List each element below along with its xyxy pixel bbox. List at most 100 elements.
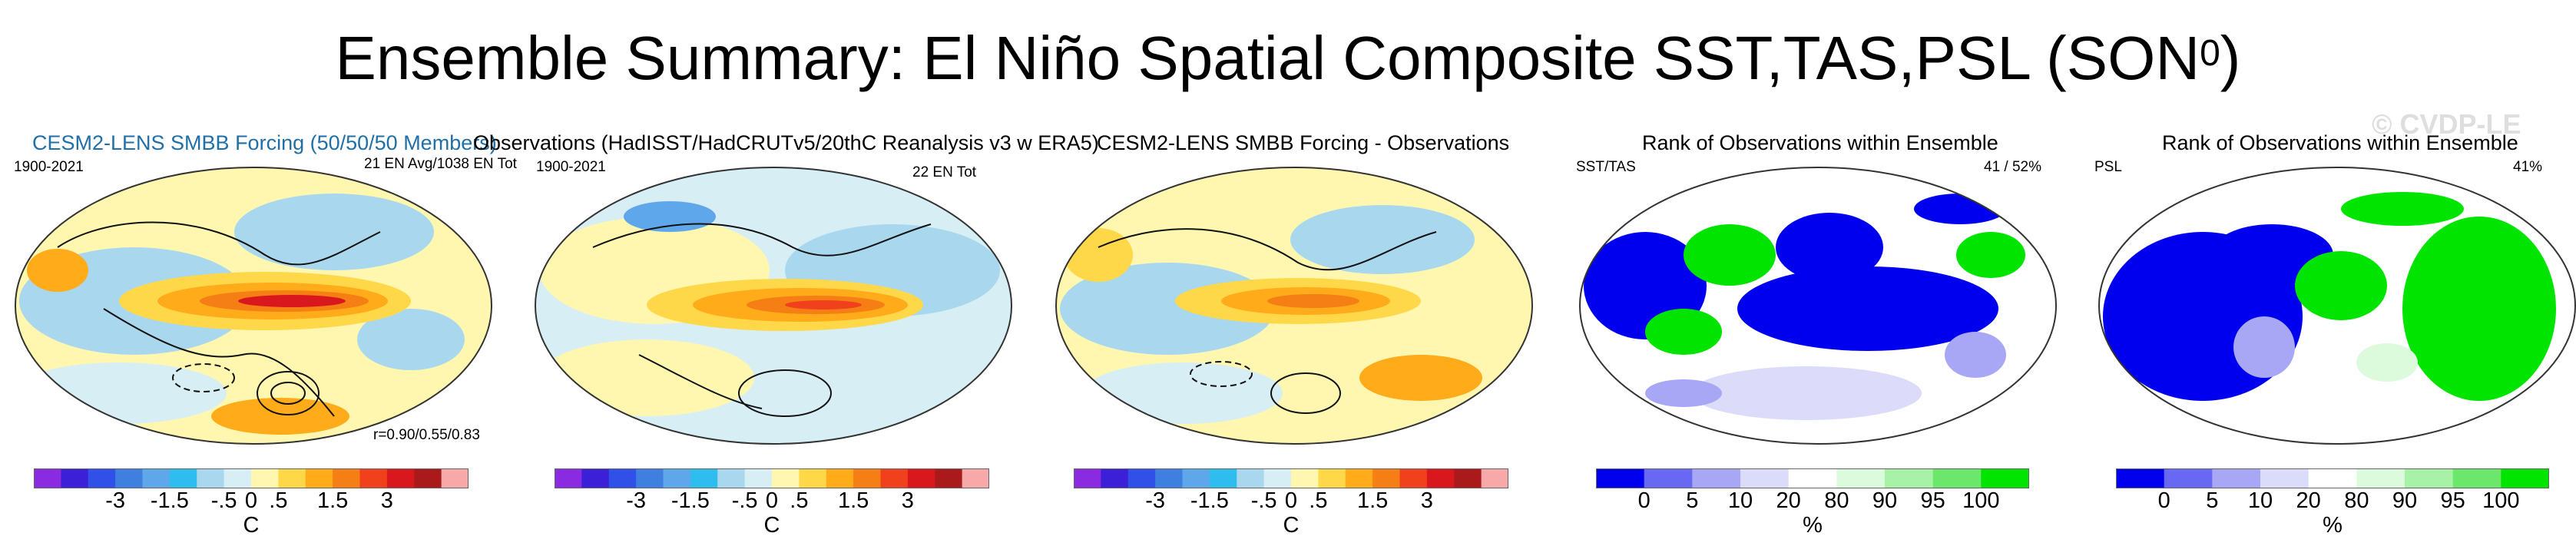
colorbar-swatch bbox=[772, 468, 800, 488]
colorbar-swatch bbox=[333, 468, 361, 488]
colorbar-swatch bbox=[2452, 468, 2502, 488]
colorbar-tick-label: 0 bbox=[244, 488, 258, 513]
colorbar-swatch bbox=[2116, 468, 2165, 488]
panel-4-summary: 41 / 52% bbox=[1984, 159, 2041, 175]
colorbar-swatch bbox=[690, 468, 718, 488]
colorbar-swatch bbox=[88, 468, 116, 488]
map-rank-sst-tas bbox=[1579, 167, 2057, 445]
colorbar-swatch bbox=[359, 468, 388, 488]
colorbar-tick-label: 1.5 bbox=[1356, 488, 1389, 513]
title-text: Ensemble Summary: El Niño Spatial Compos… bbox=[335, 24, 2200, 92]
panel-1-title: CESM2-LENS SMBB Forcing (50/50/50 Member… bbox=[32, 131, 497, 154]
colorbar-swatch bbox=[1454, 468, 1482, 488]
colorbar-tick-label: -1.5 bbox=[150, 488, 189, 513]
colorbar-unit-label: % bbox=[2323, 513, 2343, 538]
panel-5-title: Rank of Observations within Ensemble bbox=[2162, 131, 2518, 154]
colorbar-tick-label: 0 bbox=[1284, 488, 1298, 513]
colorbar-swatch bbox=[414, 468, 442, 488]
colorbar-tick-label: 1.5 bbox=[316, 488, 349, 513]
colorbar-swatch bbox=[1788, 468, 1837, 488]
panel-1-period: 1900-2021 bbox=[14, 159, 84, 175]
colorbar-tick-label: -3 bbox=[105, 488, 126, 513]
colorbar-tick-label: 3 bbox=[380, 488, 393, 513]
colorbar-swatch bbox=[717, 468, 746, 488]
panel-2-events: 22 EN Tot bbox=[912, 164, 977, 180]
colorbar-tick-label: 0 bbox=[1637, 488, 1651, 513]
colorbar-swatch bbox=[1291, 468, 1319, 488]
panel-1-correlation: r=0.90/0.55/0.83 bbox=[373, 427, 480, 443]
colorbar-swatch bbox=[1692, 468, 1741, 488]
colorbar-tick-label: 10 bbox=[1727, 488, 1753, 513]
colorbar-swatch bbox=[853, 468, 882, 488]
colorbar-panel-5 bbox=[2116, 468, 2550, 492]
colorbar-swatch bbox=[278, 468, 306, 488]
panel-3-title: CESM2-LENS SMBB Forcing - Observations bbox=[1097, 131, 1510, 154]
colorbar-tick-label: .5 bbox=[790, 488, 809, 513]
colorbar-swatch bbox=[386, 468, 415, 488]
colorbar-tick-label: -1.5 bbox=[670, 488, 710, 513]
colorbar-swatch bbox=[581, 468, 610, 488]
map-rank-psl bbox=[2098, 167, 2576, 445]
colorbar-swatch bbox=[1155, 468, 1184, 488]
colorbar-swatch bbox=[799, 468, 827, 488]
colorbar-swatch bbox=[744, 468, 773, 488]
colorbar-tick-label: 100 bbox=[1962, 488, 2000, 513]
colorbar-tick-label: 90 bbox=[1872, 488, 1898, 513]
colorbar-swatch bbox=[2501, 468, 2550, 488]
colorbar-tick-label: -.5 bbox=[210, 488, 237, 513]
panel-2-period: 1900-2021 bbox=[536, 159, 606, 175]
colorbar-swatch bbox=[2260, 468, 2309, 488]
colorbar-swatch bbox=[2308, 468, 2357, 488]
colorbar-panel-2 bbox=[555, 468, 990, 492]
colorbar-tick-label: 3 bbox=[1420, 488, 1433, 513]
colorbar-swatch bbox=[1237, 468, 1265, 488]
colorbar-unit-label: C bbox=[243, 513, 260, 538]
colorbar-panel-4 bbox=[1596, 468, 2030, 492]
colorbar-swatch bbox=[142, 468, 171, 488]
panel-5-variable: PSL bbox=[2094, 159, 2122, 175]
colorbar-tick-label: -3 bbox=[626, 488, 647, 513]
colorbar-swatch bbox=[636, 468, 664, 488]
colorbar-tick-label: 80 bbox=[1824, 488, 1849, 513]
colorbar-swatch bbox=[1182, 468, 1210, 488]
colorbar-tick-label: 5 bbox=[2206, 488, 2219, 513]
title-superscript: 0 bbox=[2200, 33, 2220, 74]
colorbar-tick-label: 10 bbox=[2247, 488, 2273, 513]
map-model-minus-observations bbox=[1055, 167, 1533, 445]
colorbar-swatch bbox=[935, 468, 963, 488]
colorbar-unit-label: C bbox=[763, 513, 780, 538]
colorbar-swatch bbox=[1074, 468, 1101, 488]
colorbar-tick-label: -1.5 bbox=[1190, 488, 1229, 513]
colorbar-swatch bbox=[663, 468, 691, 488]
page-title: Ensemble Summary: El Niño Spatial Compos… bbox=[0, 22, 2576, 95]
colorbar-swatch bbox=[2212, 468, 2261, 488]
colorbar-swatch bbox=[962, 468, 990, 488]
colorbar-swatch bbox=[1481, 468, 1509, 488]
colorbar-swatch bbox=[1885, 468, 1934, 488]
colorbar-swatch bbox=[1836, 468, 1886, 488]
colorbar-swatch bbox=[2405, 468, 2454, 488]
watermark: © CVDP-LE bbox=[2372, 108, 2521, 140]
colorbar-panel-3 bbox=[1074, 468, 1509, 492]
colorbar-swatch bbox=[305, 468, 333, 488]
colorbar-panel-5-swatches bbox=[2116, 468, 2550, 488]
colorbar-swatch bbox=[1932, 468, 1982, 488]
map-model-composite bbox=[15, 167, 492, 445]
colorbar-tick-label: 1.5 bbox=[837, 488, 869, 513]
colorbar-panel-4-swatches bbox=[1596, 468, 2030, 488]
colorbar-unit-label: % bbox=[1803, 513, 1823, 538]
colorbar-unit-label: C bbox=[1283, 513, 1300, 538]
colorbar-swatch bbox=[907, 468, 935, 488]
colorbar-swatch bbox=[34, 468, 61, 488]
colorbar-swatch bbox=[1372, 468, 1401, 488]
colorbar-swatch bbox=[1644, 468, 1693, 488]
colorbar-tick-label: 0 bbox=[2157, 488, 2170, 513]
panel-4-variable: SST/TAS bbox=[1576, 159, 1636, 175]
colorbar-tick-label: 20 bbox=[1776, 488, 1801, 513]
colorbar-panel-1-swatches bbox=[34, 468, 469, 488]
colorbar-swatch bbox=[1318, 468, 1346, 488]
colorbar-tick-label: 20 bbox=[2296, 488, 2321, 513]
colorbar-swatch bbox=[197, 468, 225, 488]
colorbar-tick-label: .5 bbox=[269, 488, 288, 513]
colorbar-swatch bbox=[2356, 468, 2405, 488]
